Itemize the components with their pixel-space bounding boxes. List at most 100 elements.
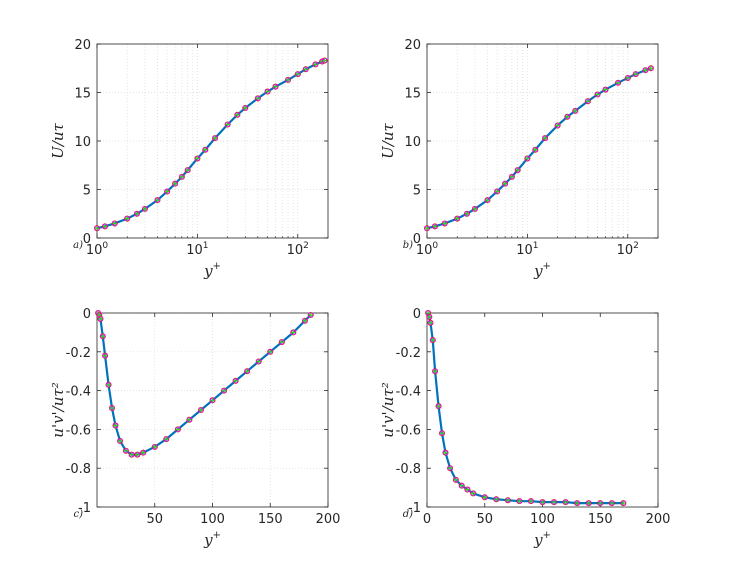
- data-point-green: [586, 500, 591, 506]
- data-point-green: [106, 382, 111, 387]
- markers: [423, 65, 654, 232]
- y-tick-label: 10: [74, 135, 91, 150]
- data-point-green: [494, 497, 499, 502]
- data-point-red: [212, 135, 219, 142]
- data-point-red: [539, 499, 546, 506]
- data-point-green: [439, 431, 445, 436]
- data-point-red: [184, 167, 191, 174]
- data-point-green: [129, 452, 134, 457]
- data-point-red: [481, 494, 488, 501]
- data-point-green: [102, 353, 108, 358]
- y-ticks: 0 -0.2 -0.4 -0.6 -0.8 -1: [396, 307, 658, 516]
- y-tick-label: -0.6: [396, 423, 421, 438]
- data-point-green: [432, 369, 438, 374]
- data-point-red: [264, 88, 271, 95]
- x-tick-label: 101: [516, 241, 538, 258]
- data-point-green: [141, 450, 146, 455]
- data-point-green: [273, 84, 278, 89]
- y-tick-label: 0: [413, 232, 421, 247]
- data-point-red: [554, 122, 561, 129]
- data-point-red: [464, 486, 471, 493]
- data-point-red: [441, 220, 448, 227]
- data-point-green: [285, 77, 291, 83]
- panel-label: a): [73, 240, 83, 251]
- data-point-red: [471, 205, 478, 212]
- data-point-red: [221, 387, 228, 394]
- y-tick-label: 5: [413, 184, 421, 199]
- data-point-red: [494, 188, 501, 195]
- data-point-green: [164, 189, 170, 194]
- data-point-red: [117, 438, 124, 445]
- x-tick-label: 100: [86, 241, 109, 258]
- data-point-red: [194, 155, 201, 162]
- panel-label: c): [73, 509, 83, 520]
- data-point-red: [102, 352, 109, 359]
- y-tick-label: 20: [404, 38, 421, 53]
- data-point-red: [96, 311, 103, 318]
- data-point-red: [508, 173, 515, 180]
- data-point-green: [633, 71, 638, 77]
- data-point-red: [504, 497, 511, 504]
- x-ticks: 100 101 102: [86, 44, 329, 258]
- data-point-green: [125, 216, 130, 221]
- data-point-green: [112, 221, 117, 226]
- data-point-red: [532, 146, 539, 153]
- data-point-green: [279, 339, 284, 345]
- data-point-red: [584, 98, 591, 105]
- data-point-red: [174, 426, 181, 433]
- data-point-red: [463, 210, 470, 217]
- markers: [95, 309, 314, 458]
- data-point-red: [551, 499, 558, 506]
- data-point-red: [94, 225, 101, 232]
- data-point-red: [608, 500, 615, 507]
- panel-label: b): [403, 240, 413, 251]
- data-point-red: [112, 422, 119, 429]
- data-point-red: [232, 377, 239, 384]
- data-point-green: [134, 211, 140, 216]
- data-point-green: [443, 450, 448, 455]
- data-point-green: [98, 316, 103, 322]
- y-ticks: 0 5 10 15 20: [404, 38, 658, 247]
- data-point-red: [267, 348, 274, 355]
- data-point-red: [524, 155, 531, 162]
- data-point-green: [540, 499, 545, 505]
- data-point-red: [272, 83, 279, 90]
- data-point-red: [244, 368, 251, 375]
- y-tick-label: 10: [404, 135, 421, 150]
- panel-c: 50 100 150 2000-0.2-0.4-0.6-0.8-1y+u'v'/uτ²…: [49, 307, 340, 549]
- data-point-green: [94, 226, 100, 231]
- data-point-red: [154, 197, 161, 204]
- data-point-red: [307, 311, 314, 318]
- data-point-red: [516, 498, 523, 505]
- x-tick-label: 102: [287, 241, 309, 258]
- data-point-red: [254, 95, 261, 102]
- y-tick-label: -0.4: [66, 385, 91, 400]
- data-point-red: [564, 113, 571, 120]
- data-point-red: [186, 416, 193, 423]
- data-point-green: [308, 312, 313, 318]
- data-point-red: [647, 65, 654, 72]
- data-point-green: [615, 80, 621, 85]
- data-point-green: [313, 62, 318, 67]
- data-point-red: [427, 319, 434, 326]
- data-point-green: [155, 197, 160, 203]
- data-point-red: [105, 381, 112, 388]
- data-point-green: [152, 444, 157, 450]
- data-point-green: [265, 89, 270, 94]
- panel-d: 0 50 100 150 2000-0.2-0.4-0.6-0.8-1y+u'v'/uτ…: [379, 307, 670, 549]
- data-point-green: [243, 105, 248, 111]
- data-point-green: [295, 71, 300, 77]
- data-point-red: [134, 451, 141, 458]
- data-point-green: [555, 123, 560, 128]
- data-point-green: [447, 466, 453, 471]
- y-axis-label: u'v'/uτ²: [379, 382, 397, 437]
- data-point-green: [424, 226, 430, 231]
- data-point-green: [100, 334, 105, 339]
- data-point-green: [291, 330, 296, 335]
- data-point-green: [172, 181, 178, 186]
- data-point-red: [502, 180, 509, 187]
- data-point-green: [427, 314, 432, 320]
- data-point-green: [565, 114, 570, 119]
